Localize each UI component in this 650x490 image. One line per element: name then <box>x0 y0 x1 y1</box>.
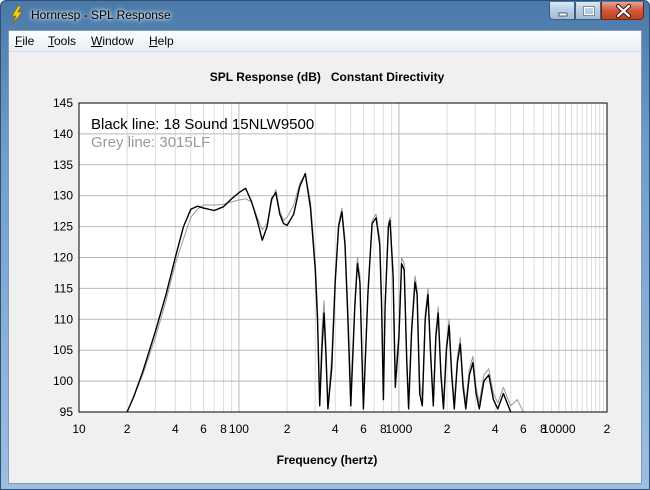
y-tick-label: 100 <box>53 374 73 388</box>
series-line <box>126 172 512 413</box>
x-tick-label: 8 <box>540 422 547 436</box>
lightning-bolt-icon <box>9 5 25 25</box>
caption-buttons <box>549 2 644 21</box>
plot-area: SPL Response (dB) Constant Directivity 9… <box>9 52 641 483</box>
menu-help-label: elp <box>157 34 174 48</box>
x-tick-label: 2 <box>284 422 291 436</box>
y-tick-label: 140 <box>53 127 73 141</box>
x-tick-label: 4 <box>332 422 339 436</box>
title-bar[interactable]: Hornresp - SPL Response <box>1 1 649 30</box>
x-tick-label: 10 <box>72 422 86 436</box>
menu-file[interactable]: File <box>15 34 34 48</box>
y-tick-label: 95 <box>60 405 74 419</box>
chart-title: SPL Response (dB) Constant Directivity <box>210 70 445 84</box>
x-tick-label: 6 <box>360 422 367 436</box>
menu-tools-label: ools <box>54 34 77 48</box>
menu-tools-accel: T <box>48 34 54 48</box>
minimize-icon <box>558 12 568 17</box>
x-tick-label: 4 <box>172 422 179 436</box>
menu-file-accel: F <box>15 34 23 48</box>
legend-grey-line: Grey line: 3015LF <box>91 134 210 151</box>
close-button[interactable] <box>601 2 644 20</box>
x-tick-label: 1000 <box>386 422 413 436</box>
x-tick-label: 4 <box>492 422 499 436</box>
x-tick-label: 6 <box>200 422 207 436</box>
maximize-icon <box>583 6 595 16</box>
y-tick-label: 105 <box>53 343 73 357</box>
minimize-button[interactable] <box>549 2 575 20</box>
x-axis-label: Frequency (hertz) <box>277 453 378 467</box>
y-tick-label: 125 <box>53 220 73 234</box>
y-tick-label: 120 <box>53 251 73 265</box>
x-tick-label: 8 <box>220 422 227 436</box>
client-area: File Tools Window Help SPL Response (dB)… <box>8 30 642 484</box>
x-tick-label: 2 <box>124 422 131 436</box>
y-axis-ticks: 95 100 105 110 115 120 125 130 135 140 145 <box>53 96 73 419</box>
maximize-button[interactable] <box>575 2 601 20</box>
y-tick-label: 110 <box>54 312 73 326</box>
x-tick-label: 100 <box>229 422 249 436</box>
x-tick-label: 10000 <box>542 422 576 436</box>
menu-bar: File Tools Window Help <box>9 31 641 52</box>
menu-file-label: ile <box>22 34 35 48</box>
y-tick-label: 135 <box>53 158 73 172</box>
x-tick-label: 8 <box>380 422 387 436</box>
y-tick-label: 130 <box>53 189 73 203</box>
menu-help-accel: H <box>149 34 158 48</box>
series-layer <box>126 172 524 413</box>
spl-chart: SPL Response (dB) Constant Directivity 9… <box>53 70 611 467</box>
menu-window-label: indow <box>102 34 134 48</box>
window-title: Hornresp - SPL Response <box>31 8 171 22</box>
close-icon <box>616 4 631 18</box>
menu-tools[interactable]: Tools <box>48 34 76 48</box>
y-tick-label: 145 <box>53 96 73 110</box>
menu-window[interactable]: Window <box>91 34 134 48</box>
x-tick-label: 6 <box>520 422 527 436</box>
legend-black-line: Black line: 18 Sound 15NLW9500 <box>91 116 314 133</box>
x-tick-label: 2 <box>604 422 611 436</box>
plot-border <box>78 102 608 413</box>
menu-help[interactable]: Help <box>149 34 174 48</box>
x-tick-label: 2 <box>444 422 451 436</box>
menu-window-accel: W <box>91 34 103 48</box>
y-tick-label: 115 <box>54 281 73 295</box>
